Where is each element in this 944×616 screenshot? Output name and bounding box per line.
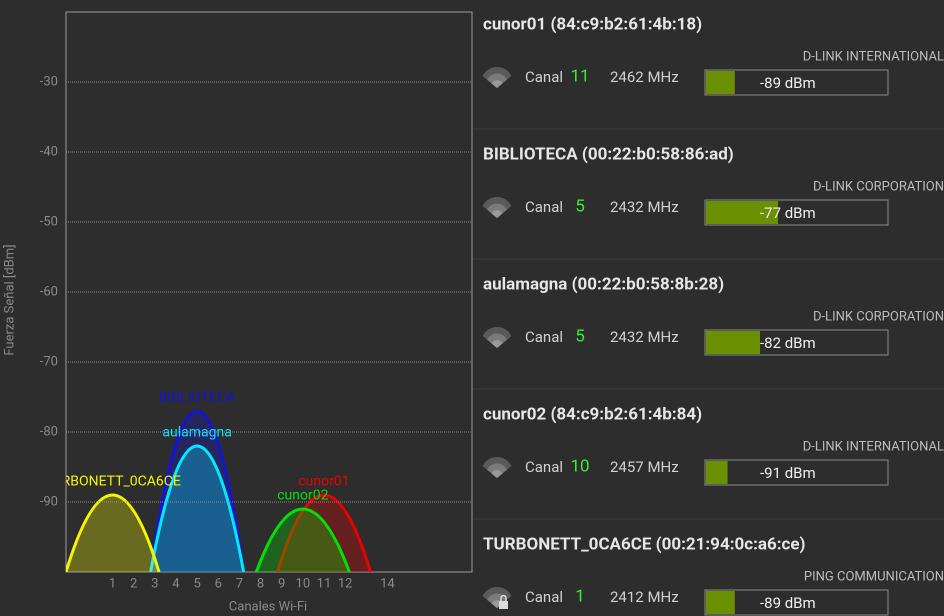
channel-number: 1: [575, 586, 585, 606]
lock-icon: [500, 594, 507, 601]
signal-label: -89 dBm: [760, 594, 816, 612]
x-tick-label: 14: [380, 576, 395, 591]
channel-label: Canal: [525, 198, 563, 216]
x-tick-label: 2: [130, 576, 137, 591]
channel-curve: [149, 409, 246, 572]
x-tick-label: 3: [151, 576, 158, 591]
x-tick-label: 6: [215, 576, 222, 591]
network-list: cunor01 (84:c9:b2:61:4b:18) D-LINK INTERN…: [473, 14, 944, 616]
vendor: D-LINK CORPORATION: [813, 309, 944, 324]
signal-bar: [706, 71, 735, 94]
channel-label: Canal: [525, 68, 563, 86]
network-header: aulamagna (00:22:b0:58:8b:28): [483, 274, 724, 294]
frequency: 2432 MHz: [610, 198, 679, 216]
signal-label: -89 dBm: [760, 74, 816, 92]
x-axis-label: Canales Wi-Fi: [229, 599, 307, 614]
signal-bar-frame: [704, 589, 889, 616]
vendor: D-LINK CORPORATION: [813, 179, 944, 194]
vendor: D-LINK INTERNATIONAL: [803, 439, 944, 454]
curve-label: aulamagna: [162, 425, 231, 441]
channel-number: 5: [575, 326, 585, 346]
network-header: BIBLIOTECA (00:22:b0:58:86:ad): [483, 144, 734, 164]
signal-bar-frame: [704, 459, 889, 486]
channel-curve: [276, 493, 372, 572]
signal-label: -77 dBm: [760, 204, 816, 222]
channel-number: 11: [570, 66, 589, 86]
wifi-icon: [491, 470, 503, 478]
x-tick-label: 10: [296, 576, 311, 591]
signal-bar: [706, 331, 760, 354]
signal-label: -91 dBm: [760, 464, 816, 482]
lock-icon: [499, 601, 508, 609]
plot: cunor01 BIBLIOTECA aulamagna cunor02 TURBONE…: [44, 390, 372, 572]
channel-label: Canal: [525, 328, 563, 346]
channel-number: 10: [570, 456, 589, 476]
x-tick-label: 7: [236, 576, 243, 591]
vendor: PING COMMUNICATION: [804, 569, 944, 584]
channel-curve: [254, 507, 351, 572]
network-header: cunor02 (84:c9:b2:61:4b:84): [483, 404, 702, 424]
x-tick-label: 11: [317, 576, 332, 591]
channel-curve: [149, 444, 246, 572]
signal-bar-frame: [704, 69, 889, 96]
wifi-icon: [491, 80, 503, 88]
y-axis-label: Fuerza Señal [dBm]: [2, 244, 17, 355]
x-tick-label: 12: [338, 576, 353, 591]
wifi-icon: [491, 210, 503, 218]
x-tick-label: 1: [109, 576, 116, 591]
curve-label: TURBONETT_0CA6CE: [44, 474, 181, 490]
frequency: 2432 MHz: [610, 328, 679, 346]
y-tick-label: -40: [40, 144, 58, 159]
network-header: TURBONETT_0CA6CE (00:21:94:0c:a6:ce): [483, 534, 806, 554]
x-tick-label: 9: [278, 576, 285, 591]
x-tick-label: 4: [172, 576, 180, 591]
curve-label: BIBLIOTECA: [159, 390, 236, 406]
signal-bar: [706, 461, 728, 484]
signal-bar: [706, 591, 735, 614]
y-tick-label: -60: [40, 284, 58, 299]
channel-curve: [66, 493, 161, 572]
y-tick-label: -30: [40, 74, 58, 89]
network-header: cunor01 (84:c9:b2:61:4b:18): [483, 14, 702, 34]
wifi-icon: [491, 340, 503, 348]
frequency: 2457 MHz: [610, 458, 679, 476]
curve-label: cunor01: [298, 474, 349, 490]
y-tick-label: -50: [40, 214, 58, 229]
y-tick-label: -70: [40, 354, 58, 369]
channel-number: 5: [575, 196, 585, 216]
frequency: 2412 MHz: [610, 588, 679, 606]
vendor: D-LINK INTERNATIONAL: [803, 49, 944, 64]
channel-label: Canal: [525, 588, 563, 606]
channel-label: Canal: [525, 458, 563, 476]
x-tick-label: 5: [193, 576, 200, 591]
y-tick-label: -90: [40, 494, 58, 509]
frequency: 2462 MHz: [610, 68, 679, 86]
curve-label: cunor02: [277, 488, 328, 504]
signal-bar: [706, 201, 778, 224]
x-tick-label: 8: [257, 576, 264, 591]
y-tick-label: -80: [40, 424, 58, 439]
signal-label: -82 dBm: [760, 334, 816, 352]
